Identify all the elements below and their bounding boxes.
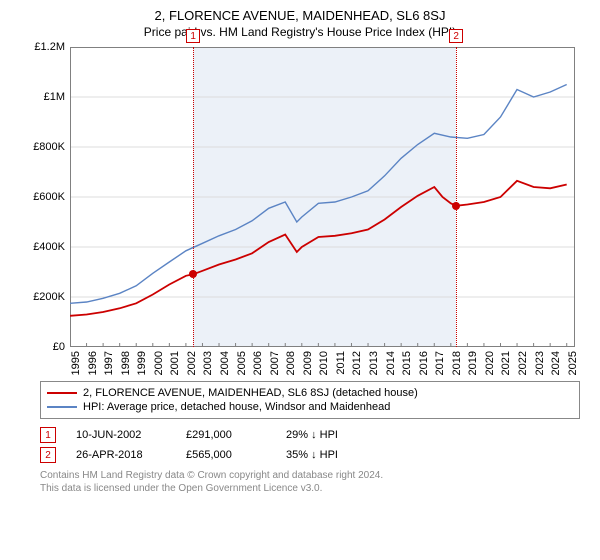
sales-table: 1 10-JUN-2002 £291,000 29% ↓ HPI 2 26-AP… — [40, 425, 580, 465]
x-tick-label: 2017 — [434, 351, 446, 375]
marker-dot — [452, 202, 460, 210]
x-tick-label: 2011 — [335, 351, 347, 375]
x-tick-label: 2006 — [252, 351, 264, 375]
marker-dot — [189, 270, 197, 278]
x-tick-label: 2013 — [368, 351, 380, 375]
x-tick-label: 1996 — [87, 351, 99, 375]
legend-swatch — [47, 392, 77, 394]
y-tick-label: £1M — [20, 91, 65, 103]
x-tick-label: 2009 — [302, 351, 314, 375]
x-tick-label: 2019 — [467, 351, 479, 375]
x-tick-label: 2016 — [418, 351, 430, 375]
sale-price: £291,000 — [186, 429, 266, 441]
legend-label: HPI: Average price, detached house, Wind… — [83, 401, 390, 413]
attribution-line: This data is licensed under the Open Gov… — [40, 482, 580, 495]
x-tick-label: 1997 — [103, 351, 115, 375]
sale-date: 26-APR-2018 — [76, 449, 166, 461]
sale-delta: 29% ↓ HPI — [286, 429, 338, 441]
marker-badge: 1 — [40, 427, 56, 443]
marker-vline — [193, 47, 194, 347]
attribution-line: Contains HM Land Registry data © Crown c… — [40, 469, 580, 482]
marker-id: 1 — [45, 430, 51, 441]
legend-swatch — [47, 406, 77, 408]
x-tick-label: 2021 — [500, 351, 512, 375]
marker-badge: 1 — [186, 29, 200, 43]
legend: 2, FLORENCE AVENUE, MAIDENHEAD, SL6 8SJ … — [40, 381, 580, 419]
marker-badge: 2 — [40, 447, 56, 463]
chart-area: £0£200K£400K£600K£800K£1M£1.2M 12 199519… — [20, 47, 580, 377]
x-tick-label: 2018 — [451, 351, 463, 375]
x-tick-label: 2024 — [550, 351, 562, 375]
x-tick-label: 2002 — [186, 351, 198, 375]
x-tick-label: 1995 — [70, 351, 82, 375]
y-tick-label: £200K — [20, 291, 65, 303]
x-tick-label: 2005 — [236, 351, 248, 375]
x-tick-label: 2001 — [169, 351, 181, 375]
x-tick-label: 2023 — [534, 351, 546, 375]
sale-date: 10-JUN-2002 — [76, 429, 166, 441]
y-tick-label: £1.2M — [20, 41, 65, 53]
legend-label: 2, FLORENCE AVENUE, MAIDENHEAD, SL6 8SJ … — [83, 387, 418, 399]
x-tick-label: 2000 — [153, 351, 165, 375]
chart-title: 2, FLORENCE AVENUE, MAIDENHEAD, SL6 8SJ — [10, 8, 590, 23]
marker-vline — [456, 47, 457, 347]
sale-price: £565,000 — [186, 449, 266, 461]
x-tick-label: 2020 — [484, 351, 496, 375]
legend-item: HPI: Average price, detached house, Wind… — [47, 400, 573, 414]
x-tick-label: 2025 — [567, 351, 579, 375]
x-tick-label: 2004 — [219, 351, 231, 375]
x-tick-label: 2014 — [385, 351, 397, 375]
sale-delta: 35% ↓ HPI — [286, 449, 338, 461]
y-tick-label: £800K — [20, 141, 65, 153]
y-tick-label: £0 — [20, 341, 65, 353]
x-tick-label: 2003 — [202, 351, 214, 375]
marker-id: 2 — [45, 450, 51, 461]
plot-region: 12 — [70, 47, 575, 347]
x-tick-label: 2015 — [401, 351, 413, 375]
x-tick-label: 2008 — [285, 351, 297, 375]
y-tick-label: £600K — [20, 191, 65, 203]
legend-item: 2, FLORENCE AVENUE, MAIDENHEAD, SL6 8SJ … — [47, 386, 573, 400]
y-tick-label: £400K — [20, 241, 65, 253]
x-tick-label: 2022 — [517, 351, 529, 375]
x-tick-label: 2007 — [269, 351, 281, 375]
chart-container: 2, FLORENCE AVENUE, MAIDENHEAD, SL6 8SJ … — [0, 0, 600, 560]
chart-svg — [70, 47, 575, 347]
table-row: 1 10-JUN-2002 £291,000 29% ↓ HPI — [40, 425, 580, 445]
x-tick-label: 2010 — [318, 351, 330, 375]
table-row: 2 26-APR-2018 £565,000 35% ↓ HPI — [40, 445, 580, 465]
attribution: Contains HM Land Registry data © Crown c… — [40, 469, 580, 495]
x-tick-label: 1999 — [136, 351, 148, 375]
x-tick-label: 1998 — [120, 351, 132, 375]
marker-badge: 2 — [449, 29, 463, 43]
chart-subtitle: Price paid vs. HM Land Registry's House … — [10, 25, 590, 39]
series-property — [70, 181, 567, 316]
series-hpi — [70, 85, 567, 304]
x-tick-label: 2012 — [351, 351, 363, 375]
